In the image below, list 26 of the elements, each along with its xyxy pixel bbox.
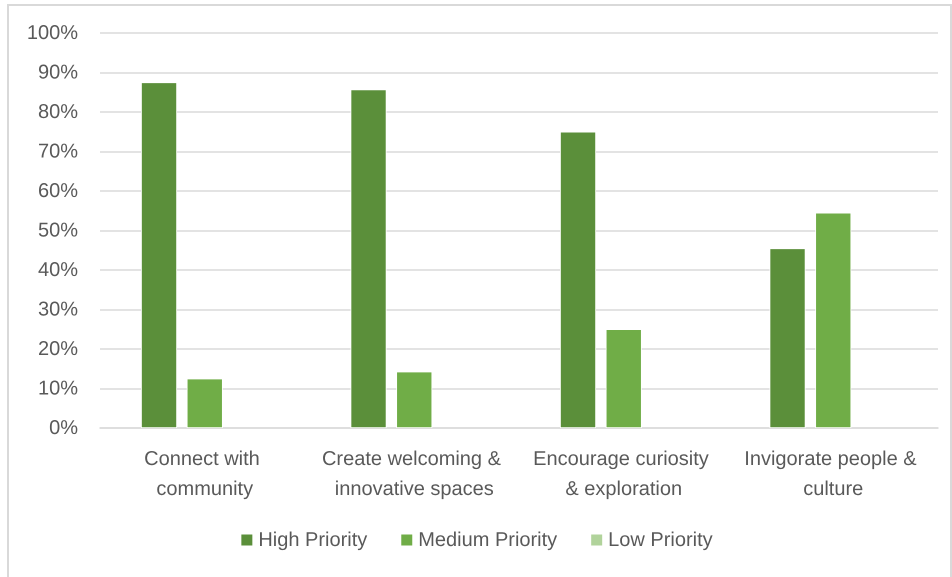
y-tick-label: 10% [38, 378, 78, 400]
y-tick-label: 60% [38, 180, 78, 202]
y-tick-label: 0% [49, 417, 78, 439]
x-tick-label: Encourage curiosity & exploration [533, 448, 714, 500]
bar [606, 329, 642, 428]
legend-label: High Priority [258, 529, 368, 551]
y-tick-label: 80% [38, 101, 78, 123]
bar [815, 212, 852, 428]
x-tick-label: Invigorate people & culture [744, 448, 922, 500]
bar [770, 248, 806, 428]
bar [396, 372, 432, 428]
y-tick-label: 70% [38, 140, 78, 162]
x-tick-label: Create welcoming & innovative spaces [322, 448, 507, 500]
y-tick-label: 100% [26, 22, 78, 44]
y-tick-label: 40% [38, 259, 78, 281]
y-tick-label: 20% [38, 338, 78, 360]
y-tick-label: 30% [38, 298, 78, 320]
x-tick-label: Connect with community [144, 448, 266, 500]
bar [560, 132, 596, 428]
legend-label: Low Priority [608, 529, 713, 551]
bar [350, 89, 387, 428]
bar [186, 378, 223, 428]
y-tick-label: 90% [38, 62, 78, 84]
bar [141, 82, 178, 428]
y-tick-label: 50% [38, 220, 78, 242]
legend-label: Medium Priority [418, 529, 558, 551]
